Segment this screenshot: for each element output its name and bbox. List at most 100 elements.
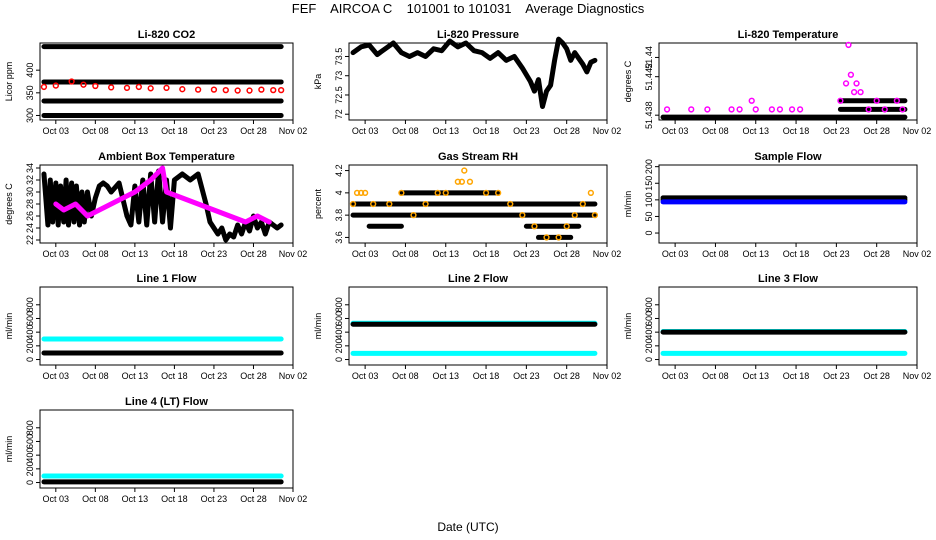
data-point xyxy=(442,189,449,197)
x-tick-label: Oct 28 xyxy=(240,249,267,259)
data-point xyxy=(543,234,550,241)
x-tick-label: Nov 02 xyxy=(279,371,308,381)
data-point xyxy=(40,83,48,91)
data-point xyxy=(222,86,229,94)
plot-frame xyxy=(39,286,294,366)
x-tick-label: Oct 13 xyxy=(122,494,149,504)
data-point xyxy=(704,106,711,113)
data-point xyxy=(454,178,461,185)
data-point xyxy=(853,80,860,87)
data-point xyxy=(736,106,743,113)
data-point xyxy=(768,106,776,113)
x-tick-label: Oct 08 xyxy=(82,494,109,504)
x-tick-label: Oct 08 xyxy=(392,249,419,259)
x-tick-label: Oct 18 xyxy=(473,126,500,136)
x-tick-label: Nov 02 xyxy=(903,249,932,259)
chart-panel-1: Li-820 CO2 Licor ppm 300 350 400 Oct 03 Oct 08… xyxy=(4,29,307,136)
plot-frame xyxy=(348,42,608,121)
chart-title: Gas Stream RH xyxy=(438,151,518,163)
chart-title: Line 2 Flow xyxy=(448,273,508,285)
data-point xyxy=(147,85,154,92)
x-tick-label: Oct 08 xyxy=(702,126,729,136)
x-tick-label: Oct 23 xyxy=(201,126,228,136)
plot-frame xyxy=(658,286,918,366)
y-tick-label: 3.8 xyxy=(334,209,344,222)
data-point xyxy=(434,189,441,197)
y-axis-label: ml/min xyxy=(4,436,14,463)
y-axis-label: ml/min xyxy=(623,313,633,340)
chart-panel-4: Ambient Box Temperature degrees C 22 24 26 28… xyxy=(4,151,307,259)
x-tick-label: Oct 28 xyxy=(553,249,580,259)
x-tick-label: Oct 18 xyxy=(161,494,188,504)
chart-title: Li-820 CO2 xyxy=(138,29,195,41)
data-point xyxy=(776,106,784,113)
data-point xyxy=(482,189,490,197)
data-point xyxy=(563,223,570,230)
y-tick-label: 800 xyxy=(25,420,35,435)
x-tick-label: Nov 02 xyxy=(903,371,932,381)
x-tick-label: Oct 23 xyxy=(201,494,228,504)
y-tick-label: 100 xyxy=(644,192,654,207)
data-point xyxy=(555,234,562,241)
x-tick-label: Oct 23 xyxy=(513,371,540,381)
data-point xyxy=(52,82,59,89)
x-tick-label: Oct 08 xyxy=(702,249,729,259)
x-tick-label: Oct 13 xyxy=(432,249,459,259)
y-tick-label: 34 xyxy=(25,163,35,173)
plot-frame xyxy=(658,164,918,244)
plot-frame xyxy=(348,286,608,366)
y-tick-label: 4.2 xyxy=(334,164,344,177)
x-tick-label: Oct 03 xyxy=(43,126,70,136)
data-point xyxy=(234,87,241,94)
x-tick-label: Oct 08 xyxy=(702,371,729,381)
data-point xyxy=(123,84,131,91)
data-point xyxy=(663,106,671,113)
x-tick-label: Oct 28 xyxy=(240,494,267,504)
y-tick-label: 72 xyxy=(334,109,344,119)
plot-frame xyxy=(39,409,294,489)
x-axis-title: Date (UTC) xyxy=(437,520,498,534)
data-point xyxy=(519,211,526,219)
x-tick-label: Nov 02 xyxy=(593,126,622,136)
data-point xyxy=(587,189,595,197)
y-tick-label: 150 xyxy=(644,176,654,191)
y-tick-label: 22 xyxy=(25,235,35,245)
x-tick-label: Oct 23 xyxy=(513,249,540,259)
y-tick-label: 28 xyxy=(25,199,35,209)
data-point xyxy=(258,86,265,93)
x-tick-label: Nov 02 xyxy=(279,126,308,136)
y-axis-label: ml/min xyxy=(623,191,633,218)
y-tick-label: 200 xyxy=(644,159,654,174)
y-axis-label: degrees C xyxy=(623,60,633,102)
data-point xyxy=(847,71,855,78)
data-point xyxy=(688,106,695,113)
y-tick-label: 400 xyxy=(334,325,344,340)
y-tick-label: 400 xyxy=(25,448,35,463)
plot-frame xyxy=(658,42,918,121)
x-tick-label: Oct 13 xyxy=(432,371,459,381)
data-point xyxy=(579,200,586,208)
series-line xyxy=(53,165,272,225)
chart-title: Line 3 Flow xyxy=(758,273,818,285)
x-tick-label: Oct 28 xyxy=(863,249,890,259)
x-tick-label: Oct 18 xyxy=(473,371,500,381)
data-point xyxy=(865,106,872,113)
data-point xyxy=(194,86,202,93)
y-axis-label: kPa xyxy=(313,74,323,90)
x-tick-label: Oct 18 xyxy=(161,371,188,381)
x-tick-label: Oct 13 xyxy=(122,371,149,381)
data-point xyxy=(108,84,115,91)
y-tick-label: 51.438 xyxy=(644,101,654,129)
x-tick-label: Oct 08 xyxy=(392,371,419,381)
x-tick-label: Oct 23 xyxy=(823,371,850,381)
y-tick-label: 800 xyxy=(644,297,654,312)
data-point xyxy=(270,86,277,94)
x-tick-label: Oct 03 xyxy=(662,371,689,381)
data-point xyxy=(748,97,755,104)
y-tick-label: 300 xyxy=(25,108,35,123)
y-tick-label: 50 xyxy=(644,211,654,221)
data-point xyxy=(837,97,844,104)
data-point xyxy=(728,106,735,113)
